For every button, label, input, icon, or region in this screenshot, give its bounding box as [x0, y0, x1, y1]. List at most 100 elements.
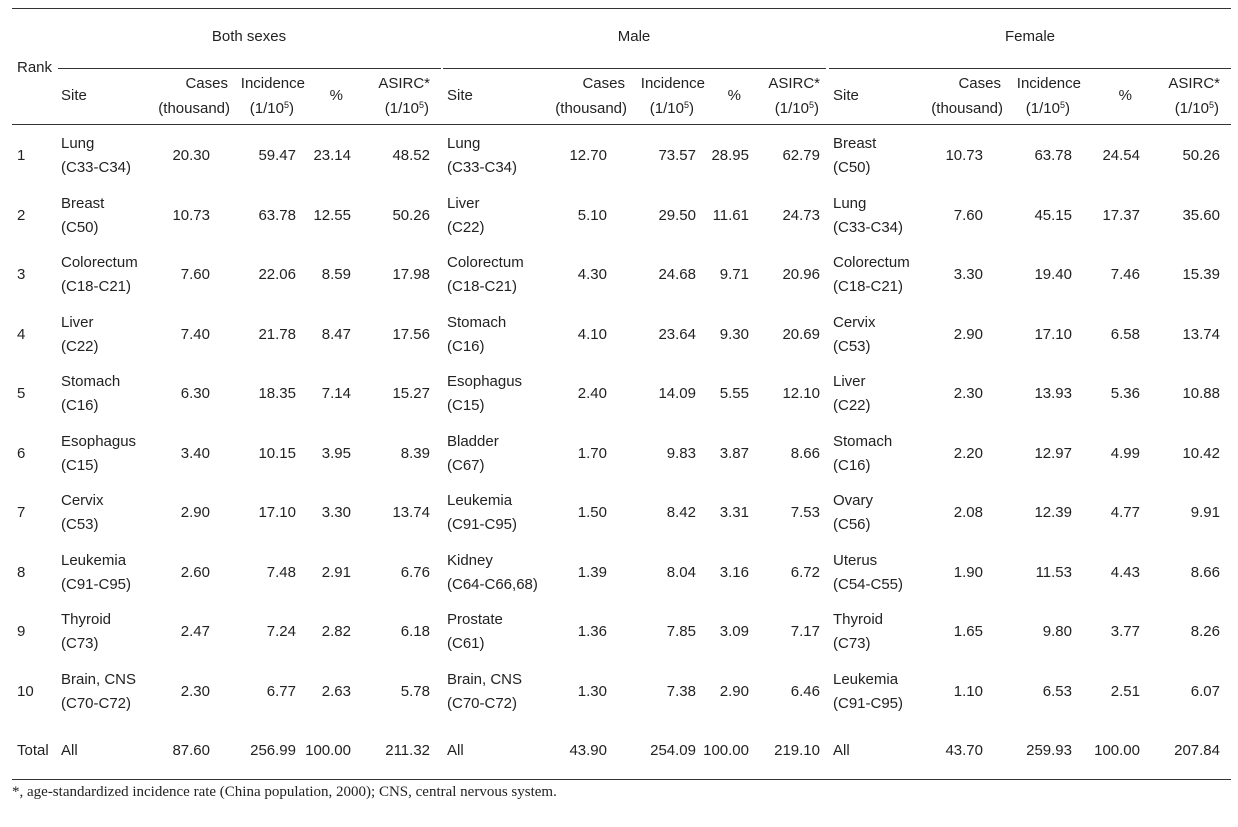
asirc-cell: 20.96 [782, 266, 820, 283]
unit-base: (1/10 [649, 100, 684, 117]
site-code: (C22) [447, 219, 485, 236]
rank-cell: 4 [17, 326, 26, 343]
group-title: Male [617, 28, 651, 45]
incidence-cell: 7.38 [666, 683, 696, 700]
pct-cell: 11.61 [712, 207, 749, 224]
pct-cell: 9.30 [719, 326, 749, 343]
site-code: (C61) [447, 635, 485, 652]
unit-exponent: 5 [418, 100, 424, 110]
col-site-header: Site [447, 87, 473, 104]
col-asirc-unit: (1/105) [699, 97, 819, 121]
cases-cell: 7.60 [180, 266, 210, 283]
site-code: (C73) [833, 635, 871, 652]
site-name: Brain, CNS [61, 671, 137, 688]
total-cases: 87.60 [172, 742, 210, 759]
col-incidence-unit: (1/105) [950, 97, 1070, 121]
table-rule [12, 779, 1231, 780]
rank-cell: 7 [17, 504, 26, 521]
unit-base: (1/10 [1025, 100, 1060, 117]
table-rule [12, 124, 1231, 125]
col-incidence-unit: (1/105) [574, 97, 694, 121]
cases-cell: 1.30 [577, 683, 607, 700]
total-asirc: 219.10 [774, 742, 820, 759]
asirc-cell: 50.26 [1182, 147, 1220, 164]
pct-cell: 3.77 [1110, 623, 1140, 640]
site-name: Stomach [833, 433, 893, 450]
unit-close: ) [289, 100, 294, 117]
total-incidence: 254.09 [650, 742, 696, 759]
site-code: (C33-C34) [833, 219, 904, 236]
cases-cell: 3.30 [953, 266, 983, 283]
site-name: Colorectum [833, 254, 910, 271]
cases-cell: 2.90 [180, 504, 210, 521]
col-pct-header: % [727, 87, 741, 104]
asirc-cell: 10.42 [1182, 445, 1220, 462]
cases-cell: 7.40 [180, 326, 210, 343]
incidence-cell: 12.97 [1034, 445, 1072, 462]
asirc-cell: 50.26 [392, 207, 430, 224]
col-incidence-unit: (1/105) [174, 97, 294, 121]
asirc-cell: 13.74 [392, 504, 430, 521]
cases-cell: 10.73 [172, 207, 210, 224]
site-name: Stomach [447, 314, 507, 331]
site-name: Breast [833, 135, 877, 152]
unit-close: ) [1214, 100, 1219, 117]
site-name: Liver [833, 373, 866, 390]
cases-cell: 1.50 [577, 504, 607, 521]
site-code: (C22) [61, 338, 99, 355]
col-incidence-header: Incidence [1016, 75, 1081, 92]
unit-exponent: 5 [683, 100, 689, 110]
incidence-cell: 12.39 [1034, 504, 1072, 521]
asirc-cell: 8.66 [1190, 564, 1220, 581]
incidence-cell: 73.57 [658, 147, 696, 164]
site-name: Esophagus [447, 373, 523, 390]
asirc-cell: 62.79 [782, 147, 820, 164]
asirc-cell: 10.88 [1182, 385, 1220, 402]
site-code: (C33-C34) [447, 159, 518, 176]
site-name: Lung [447, 135, 481, 152]
col-site-header: Site [833, 87, 859, 104]
group-title: Female [1004, 28, 1056, 45]
unit-base: (1/10 [774, 100, 809, 117]
pct-cell: 5.36 [1110, 385, 1140, 402]
asirc-cell: 8.26 [1190, 623, 1220, 640]
incidence-cell: 11.53 [1035, 564, 1072, 581]
site-code: (C50) [61, 219, 99, 236]
asirc-cell: 24.73 [782, 207, 820, 224]
rank-cell: 9 [17, 623, 26, 640]
site-code: (C18-C21) [833, 278, 904, 295]
site-code: (C16) [833, 457, 871, 474]
col-cases-header: Cases [958, 75, 1001, 92]
asirc-cell: 8.39 [400, 445, 430, 462]
group-title: Both sexes [211, 28, 287, 45]
site-code: (C33-C34) [61, 159, 132, 176]
total-label: Total [17, 742, 49, 759]
unit-exponent: 5 [283, 100, 289, 110]
incidence-cell: 10.15 [258, 445, 296, 462]
rank-cell: 3 [17, 266, 26, 283]
pct-cell: 5.55 [719, 385, 749, 402]
cases-cell: 1.36 [577, 623, 607, 640]
table-rule [58, 68, 441, 69]
site-code: (C54-C55) [833, 576, 904, 593]
total-site: All [833, 742, 850, 759]
col-cases-unit: (thousand) [555, 100, 627, 117]
incidence-cell: 22.06 [258, 266, 296, 283]
site-code: (C50) [833, 159, 871, 176]
pct-cell: 17.37 [1102, 207, 1140, 224]
total-pct: 100.00 [703, 742, 749, 759]
site-code: (C67) [447, 457, 485, 474]
rank-cell: 8 [17, 564, 26, 581]
cases-cell: 2.60 [180, 564, 210, 581]
asirc-cell: 6.18 [400, 623, 430, 640]
site-name: Brain, CNS [447, 671, 523, 688]
incidence-cell: 17.10 [1034, 326, 1072, 343]
asirc-cell: 48.52 [392, 147, 430, 164]
incidence-cell: 63.78 [1034, 147, 1072, 164]
asirc-cell: 6.07 [1190, 683, 1220, 700]
asirc-cell: 17.56 [392, 326, 430, 343]
rank-cell: 1 [17, 147, 26, 164]
pct-cell: 2.51 [1110, 683, 1140, 700]
total-incidence: 256.99 [250, 742, 296, 759]
cases-cell: 1.39 [577, 564, 607, 581]
